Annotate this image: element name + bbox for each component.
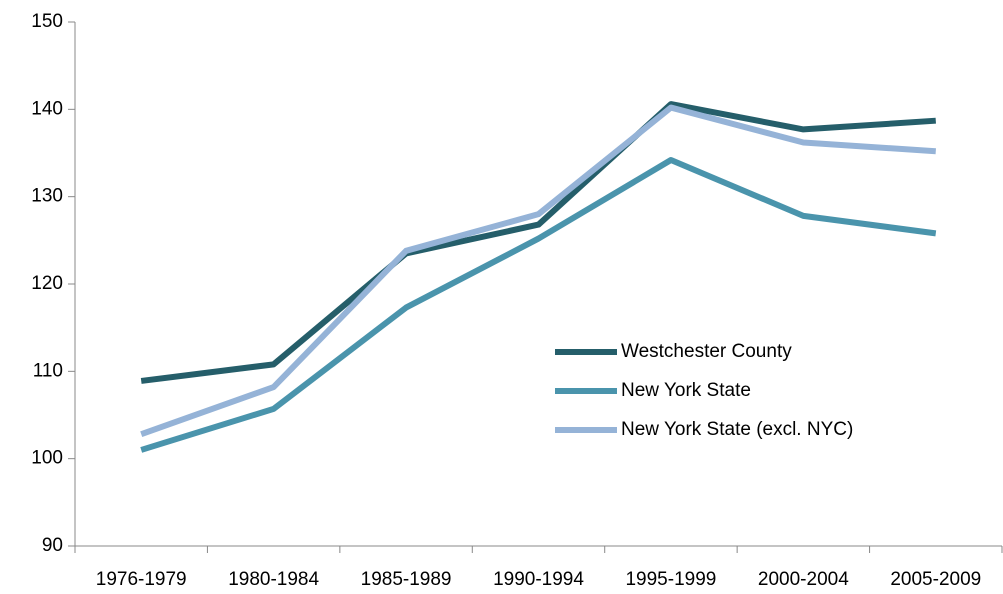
x-tick-label: 2005-2009 — [890, 569, 981, 590]
x-tick-label: 1995-1999 — [625, 569, 716, 590]
y-tick-label: 90 — [42, 535, 63, 556]
y-tick-label: 140 — [31, 98, 63, 119]
x-tick-label: 1985-1989 — [361, 569, 452, 590]
x-tick-label: 2000-2004 — [758, 569, 849, 590]
legend-label: Westchester County — [621, 341, 792, 362]
y-tick-label: 110 — [33, 360, 63, 381]
series-line — [140, 101, 936, 384]
y-tick-label: 120 — [31, 273, 63, 294]
legend-label: New York State (excl. NYC) — [621, 419, 853, 440]
y-tick-label: 100 — [31, 448, 63, 469]
x-tick-label: 1976-1979 — [96, 569, 187, 590]
y-tick-label: 130 — [31, 186, 63, 207]
series-line — [140, 156, 937, 453]
x-tick-label: 1980-1984 — [228, 569, 319, 590]
legend-label: New York State — [621, 380, 751, 401]
y-tick-label: 150 — [31, 11, 63, 32]
series-line — [140, 104, 936, 438]
x-tick-label: 1990-1994 — [493, 569, 584, 590]
